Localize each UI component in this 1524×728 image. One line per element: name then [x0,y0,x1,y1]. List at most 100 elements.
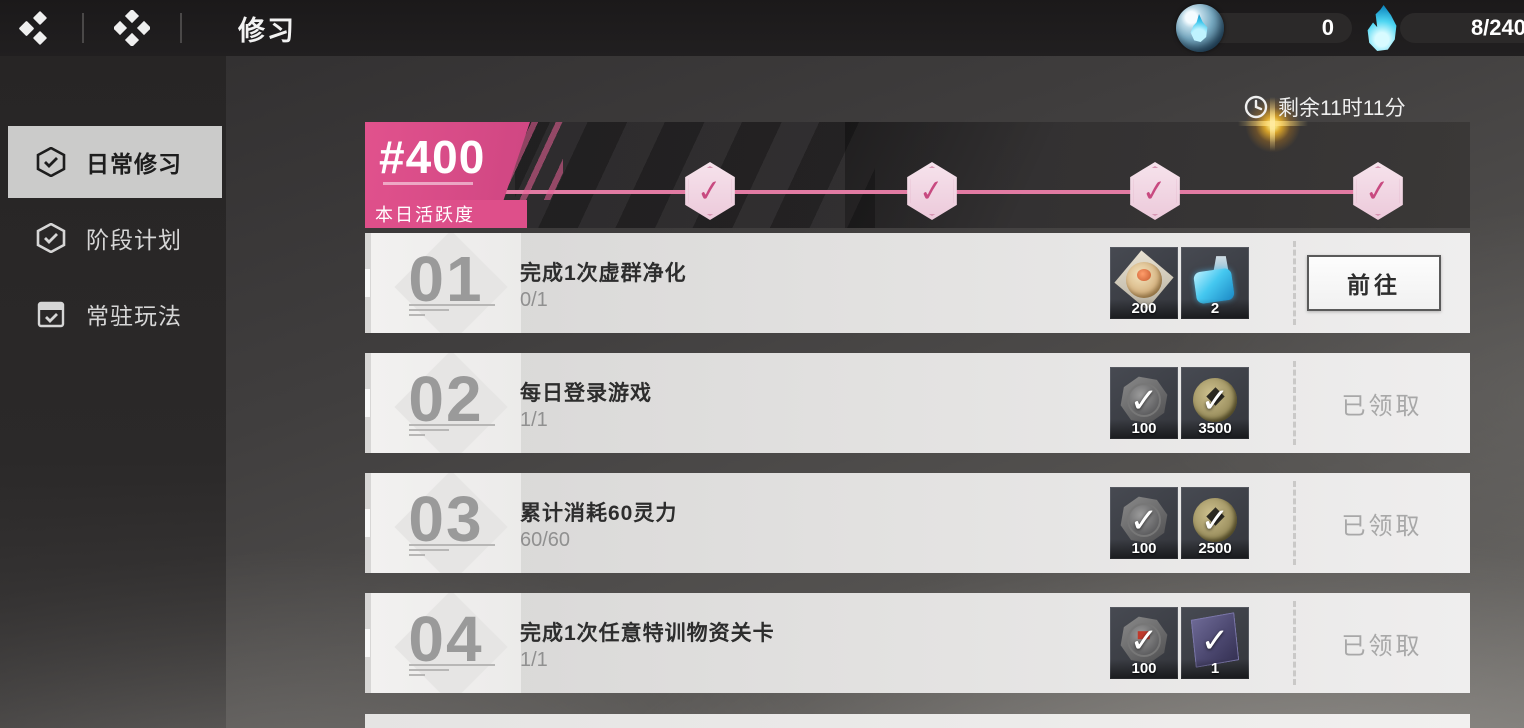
task-progress: 60/60 [520,529,571,551]
go-button[interactable]: 前往 [1307,255,1441,311]
sidebar-item-label: 阶段计划 [86,227,182,253]
milestone-100[interactable]: ✓ 100 [682,162,738,228]
currency-stamina-value: 8/240 [1400,13,1524,43]
task-index: 01 [408,243,484,315]
clock-icon [1244,95,1268,119]
menu-diamonds-icon[interactable] [112,8,152,48]
activity-label: 本日活跃度 [365,200,527,228]
badge-subline [383,182,473,185]
task-fineprint [409,544,495,559]
topbar-divider [180,13,182,43]
reward-tile[interactable]: ✓ 2500 [1181,487,1249,559]
task-row: 03 累计消耗60灵力 60/60 ✓ 100 ✓ 2500 已领取 [365,473,1470,573]
reward-count: 3500 [1198,420,1232,437]
task-fineprint [409,424,495,439]
hexagon-check-icon [36,223,66,253]
task-title: 完成1次任意特训物资关卡 [520,622,775,645]
blue-flask-icon [1192,256,1237,305]
task-progress: 1/1 [520,649,548,671]
medal-claimed-icon [1120,496,1168,544]
reward-tile[interactable]: ✓ 100 [1110,367,1178,439]
claimed-status: 已领取 [1341,512,1423,540]
milestone-check-icon: ✓ [1353,162,1403,220]
reward-tile[interactable]: ✓ 1 [1181,607,1249,679]
task-row-partial [365,714,1470,728]
claimed-status: 已领取 [1341,392,1423,420]
milestone-check-icon: ✓ [907,162,957,220]
gold-sparkle-effect [1238,95,1308,155]
task-title: 每日登录游戏 [520,382,652,405]
reward-tile[interactable]: ✓ 100 [1110,607,1178,679]
task-number-panel: 03 [371,473,521,573]
task-progress: 1/1 [520,409,548,431]
task-progress: 0/1 [520,289,548,311]
task-number-panel: 02 [371,353,521,453]
activity-badge-panel: #400 [365,122,530,200]
milestone-400[interactable]: ✓ 400 [1350,162,1406,228]
task-number-panel: 04 [371,593,521,693]
reward-tile[interactable]: 200 [1110,247,1178,319]
milestone-label: 100 [682,226,738,228]
task-row: 02 每日登录游戏 1/1 ✓ 100 ✓ 3500 已领取 [365,353,1470,453]
sidebar-item-label: 常驻玩法 [86,303,182,329]
task-index: 02 [408,363,484,435]
sidebar-item-label: 日常修习 [86,151,182,177]
banner-artwork [845,122,1105,228]
task-title: 累计消耗60灵力 [520,502,678,525]
sidebar: 日常修习 阶段计划 常驻玩法 [0,56,226,728]
activity-points-badge: #400 [379,131,486,183]
currency-stamina[interactable]: 8/240 [1367,5,1524,51]
gold-medal-icon [1114,250,1174,310]
row-notch [365,389,370,417]
daily-reset-timer: 剩余11时11分 [1244,92,1406,122]
task-row: 01 完成1次虚群净化 0/1 200 2 前往 [365,233,1470,333]
task-row: 04 完成1次任意特训物资关卡 1/1 ✓ 100 ✓ 1 已领取 [365,593,1470,693]
medal-claimed-icon [1120,616,1168,664]
milestone-label: 400 [1350,226,1406,228]
calendar-check-icon [36,299,66,329]
row-notch [365,509,370,537]
task-title: 完成1次虚群净化 [520,262,687,285]
task-number-panel: 01 [371,233,521,333]
milestone-200[interactable]: ✓ 200 [904,162,960,228]
back-diamonds-icon[interactable] [14,8,54,48]
reward-tile[interactable]: ✓ 3500 [1181,367,1249,439]
sidebar-item-permanent[interactable]: 常驻玩法 [8,278,222,350]
currency-orb[interactable]: 0 [1176,4,1352,52]
reward-count: 2500 [1198,540,1232,557]
row-divider [1293,361,1296,445]
blue-flame-icon [1367,5,1397,51]
milestone-check-icon: ✓ [1130,162,1180,220]
row-notch [365,629,370,657]
reward-count: 100 [1131,660,1157,677]
topbar: 修习 0 8/240 [0,0,1524,56]
row-divider [1293,481,1296,565]
reward-count: 2 [1210,300,1220,317]
task-fineprint [409,304,495,319]
currency-orb-value: 0 [1202,13,1352,43]
milestone-check-icon: ✓ [685,162,735,220]
claimed-status: 已领取 [1341,632,1423,660]
timer-text: 剩余11时11分 [1278,97,1406,120]
hexagon-check-icon [36,147,66,177]
task-index: 04 [408,603,484,675]
topbar-divider [82,13,84,43]
row-notch [365,269,370,297]
reward-tile[interactable]: 2 [1181,247,1249,319]
reward-tile[interactable]: ✓ 100 [1110,487,1178,559]
reward-count: 100 [1131,420,1157,437]
task-index: 03 [408,483,484,555]
orb-flame-icon [1176,4,1224,52]
sidebar-item-daily[interactable]: 日常修习 [8,126,222,198]
page-title: 修习 [238,15,296,46]
reward-count: 100 [1131,540,1157,557]
milestone-label: 300 [1127,226,1183,228]
task-fineprint [409,664,495,679]
medal-claimed-icon [1120,376,1168,424]
milestone-300[interactable]: ✓ 300 [1127,162,1183,228]
sidebar-item-stage[interactable]: 阶段计划 [8,202,222,274]
reward-count: 1 [1210,660,1220,677]
milestone-label: 200 [904,226,960,228]
reward-count: 200 [1131,300,1157,317]
row-divider [1293,601,1296,685]
